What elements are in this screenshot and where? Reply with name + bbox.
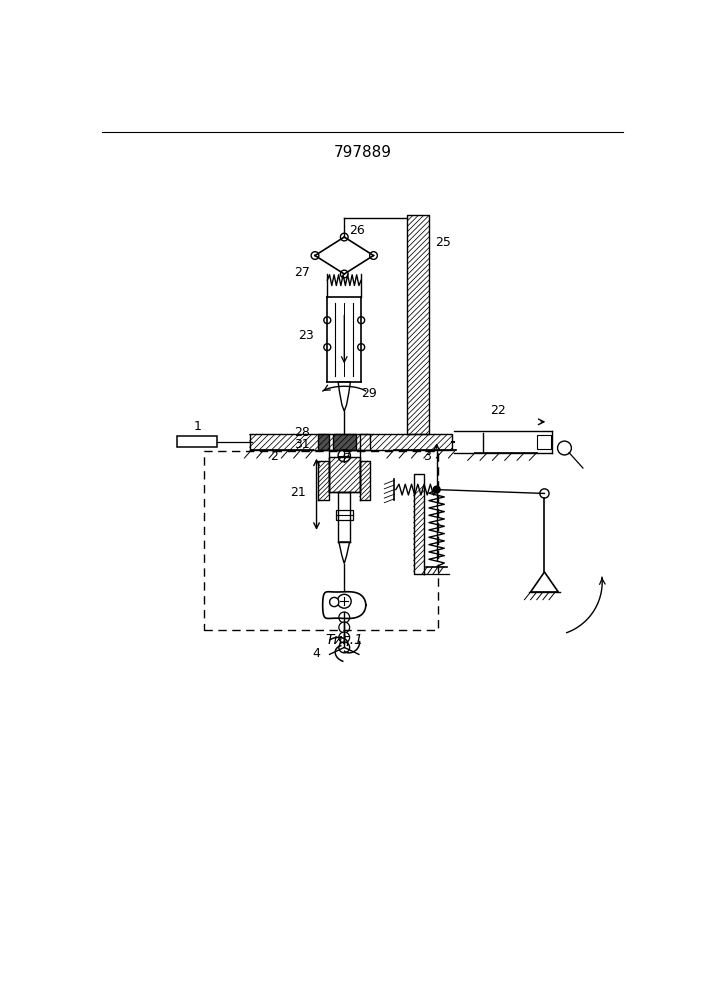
- Circle shape: [339, 612, 350, 623]
- Circle shape: [370, 252, 378, 259]
- Bar: [333, 434, 356, 450]
- Circle shape: [324, 317, 331, 324]
- Text: 28: 28: [293, 426, 310, 439]
- Text: 31: 31: [294, 438, 310, 451]
- Text: 21: 21: [290, 486, 305, 499]
- Circle shape: [339, 642, 350, 653]
- Bar: [360, 434, 370, 450]
- Polygon shape: [338, 382, 351, 411]
- Circle shape: [329, 597, 339, 607]
- Text: 4: 4: [312, 647, 320, 660]
- Circle shape: [324, 344, 331, 351]
- Polygon shape: [339, 542, 350, 564]
- Circle shape: [339, 632, 350, 643]
- Circle shape: [339, 622, 350, 633]
- Bar: [318, 434, 329, 450]
- Text: 2: 2: [270, 450, 278, 463]
- Circle shape: [340, 270, 348, 278]
- Bar: [177, 436, 217, 447]
- Circle shape: [340, 233, 348, 241]
- Circle shape: [337, 594, 351, 608]
- Text: 26: 26: [349, 224, 365, 237]
- Text: Τиг.1: Τиг.1: [325, 633, 363, 647]
- Polygon shape: [530, 572, 559, 592]
- Text: a: a: [343, 447, 351, 460]
- Text: 23: 23: [298, 329, 313, 342]
- Circle shape: [338, 450, 351, 462]
- Circle shape: [540, 489, 549, 498]
- Text: 1: 1: [193, 420, 201, 433]
- Text: 797889: 797889: [334, 145, 392, 160]
- Circle shape: [311, 252, 319, 259]
- Circle shape: [358, 317, 365, 324]
- Text: 22: 22: [491, 404, 506, 417]
- Text: 29: 29: [361, 387, 377, 400]
- Text: 27: 27: [295, 266, 310, 279]
- Circle shape: [558, 441, 571, 455]
- Text: 3: 3: [423, 450, 431, 463]
- Circle shape: [433, 486, 440, 493]
- Circle shape: [358, 344, 365, 351]
- Bar: [336, 510, 353, 520]
- Bar: [537, 435, 551, 449]
- Text: 25: 25: [435, 236, 451, 249]
